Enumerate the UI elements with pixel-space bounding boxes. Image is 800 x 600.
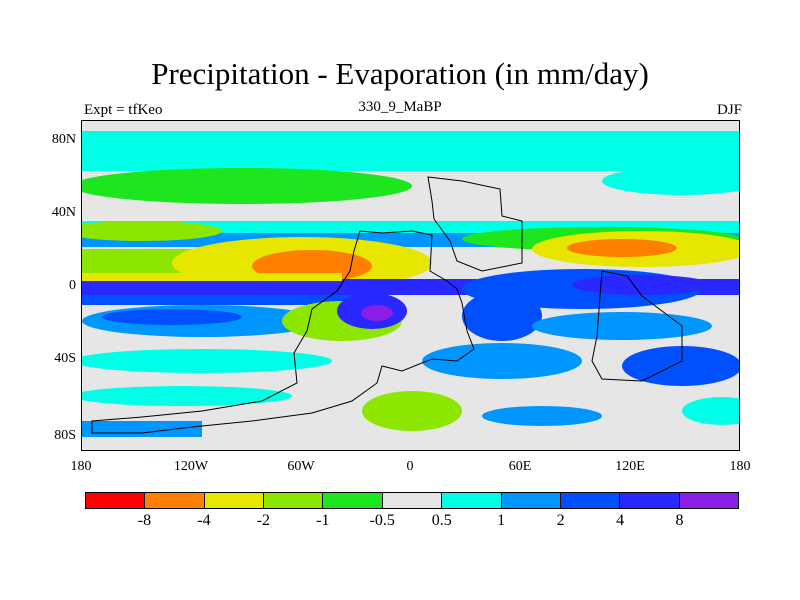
colorbar-swatch xyxy=(86,493,146,508)
colorbar-swatch xyxy=(204,493,265,508)
band-60s-blue xyxy=(482,406,602,426)
band-subtrop-ne-orange xyxy=(567,239,677,257)
colorbar-swatch xyxy=(323,493,383,508)
band-40n-yellowgreen-west xyxy=(82,221,222,241)
colorbar-label: 8 xyxy=(675,512,684,529)
colorbar-label: -4 xyxy=(197,512,211,529)
experiment-label: Expt = tfKeo xyxy=(84,102,163,118)
colorbar-label: -2 xyxy=(256,512,271,529)
colorbar-label: 1 xyxy=(497,512,506,529)
x-tick-label: 60W xyxy=(287,459,315,474)
x-tick-label: 0 xyxy=(406,459,414,474)
x-tick-label: 120W xyxy=(173,459,209,474)
map-subtitle: 330_9_MaBP xyxy=(358,99,442,115)
colorbar-swatch xyxy=(264,493,324,508)
band-40s-cyan xyxy=(82,349,332,373)
continent-east-outline xyxy=(591,270,683,382)
colorbar-swatch xyxy=(560,493,621,508)
continent-outline xyxy=(91,230,475,434)
supercontinent-west-core xyxy=(361,305,393,321)
map-title: Precipitation - Evaporation (in mm/day) xyxy=(151,56,649,91)
colorbar-swatch xyxy=(679,493,738,508)
colorbar-label: -0.5 xyxy=(369,512,395,529)
y-tick-label: 40S xyxy=(54,351,76,366)
colorbar-swatch xyxy=(501,493,561,508)
band-equator-blue2 xyxy=(82,295,382,305)
band-subtrop-se-blue xyxy=(532,312,712,340)
band-equator-north-yellow xyxy=(82,273,342,281)
x-tick-label: 120E xyxy=(615,459,645,474)
y-tick-label: 80S xyxy=(54,428,76,443)
colorbar-label: -1 xyxy=(316,512,330,529)
colorbar-swatch xyxy=(442,493,502,508)
colorbar-label: 4 xyxy=(616,512,625,529)
band-60s-east-cyan xyxy=(682,397,739,425)
x-tick-label: 180 xyxy=(70,459,92,474)
supercontinent-east-wet xyxy=(462,291,542,341)
band-60s-green xyxy=(362,391,462,431)
continent-north-outline xyxy=(427,176,523,272)
colorbar-label: 0.5 xyxy=(431,512,452,529)
colorbar-swatch xyxy=(382,493,443,508)
colorbar-label: -8 xyxy=(137,512,152,529)
y-tick-label: 40N xyxy=(51,205,76,220)
season-label: DJF xyxy=(716,102,742,118)
colorbar xyxy=(85,492,739,509)
colorbar-swatch xyxy=(620,493,680,508)
band-north-east-cyan xyxy=(602,167,739,195)
band-north-green xyxy=(82,168,412,204)
y-tick-label: 80N xyxy=(51,132,76,147)
precip-evap-field xyxy=(82,121,739,450)
colorbar-swatch xyxy=(145,493,205,508)
band-north-cyan xyxy=(82,131,739,171)
colorbar-label: 2 xyxy=(556,512,565,529)
x-tick-label: 180 xyxy=(729,459,751,474)
map-panel xyxy=(81,120,740,451)
y-tick-label: 0 xyxy=(69,278,76,293)
band-subtrop-s-dark xyxy=(102,309,242,325)
band-40s-blue xyxy=(422,343,582,379)
band-equator-east-dark xyxy=(572,275,712,295)
band-80s-blue xyxy=(82,421,202,437)
band-60s-cyan xyxy=(82,386,292,406)
x-tick-label: 60E xyxy=(508,459,532,474)
band-40s-east-blue xyxy=(622,346,739,386)
